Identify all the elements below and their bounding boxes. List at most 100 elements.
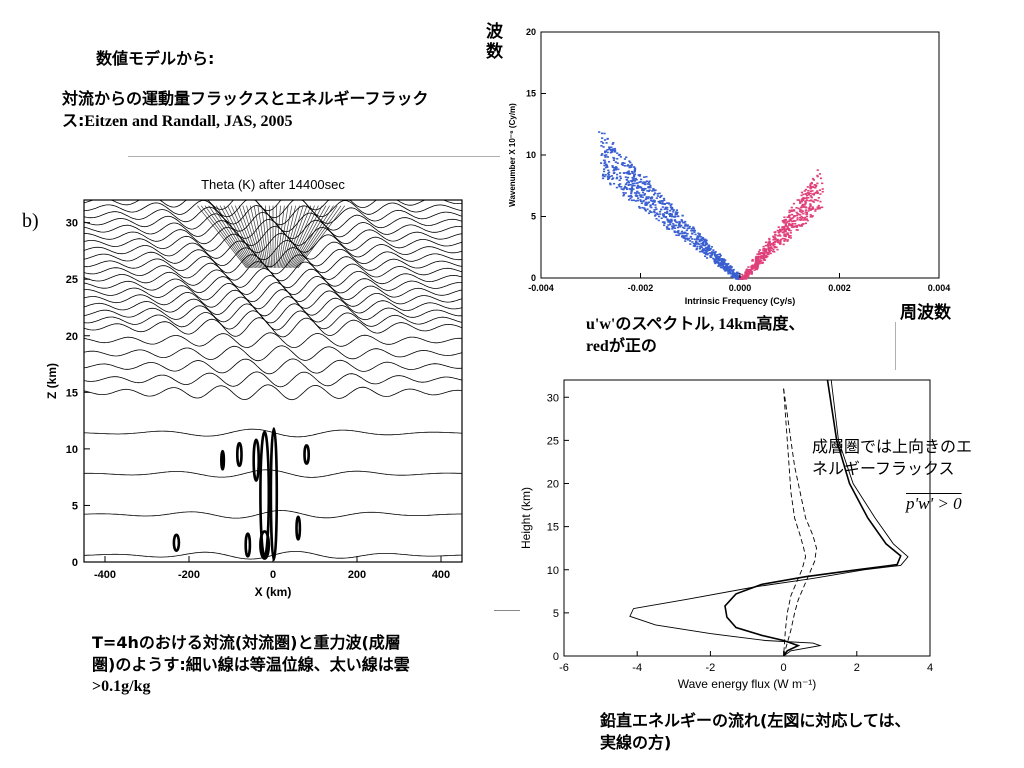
spectrum-point-negative [604, 151, 607, 154]
spectrum-point-negative [624, 183, 628, 185]
spectrum-point-positive [772, 236, 776, 239]
spectrum-point-negative [661, 221, 665, 223]
spectrum-point-positive [803, 197, 806, 200]
spectrum-point-negative [640, 186, 643, 189]
spectrum-point-negative [700, 239, 704, 242]
spectrum-point-negative [639, 199, 642, 201]
spectrum-point-positive [804, 222, 808, 225]
spectrum-point-positive [800, 194, 803, 197]
spectrum-point-positive [814, 199, 817, 201]
spectrum-point-negative [643, 194, 646, 196]
spectrum-point-negative [670, 203, 673, 206]
spectrum-point-negative [673, 219, 676, 221]
spectrum-point-positive [812, 193, 815, 196]
spectrum-point-negative [714, 262, 717, 265]
spectrum-point-negative [689, 235, 693, 238]
spectrum-point-positive [760, 256, 763, 258]
spectrum-point-negative [630, 186, 634, 189]
spectrum-point-negative [653, 200, 656, 202]
spectrum-point-positive [805, 211, 808, 214]
spectrum-point-negative [693, 244, 697, 246]
spectrum-point-negative [729, 265, 732, 267]
spectrum-point-positive [807, 192, 810, 194]
theta-contour-svg: Theta (K) after 14400sec -400 -200 0 200 400 0… [45, 177, 463, 599]
spectrum-point-negative [705, 239, 708, 242]
spectrum-point-positive [795, 207, 798, 209]
spectrum-point-negative [655, 212, 659, 215]
spectrum-point-negative [702, 243, 705, 246]
spectrum-point-negative [661, 203, 664, 205]
theta-cloud-blob [303, 444, 310, 465]
spectrum-point-positive [762, 245, 765, 248]
theta-wave-stroke [287, 205, 315, 269]
spectrum-point-positive [784, 238, 787, 241]
spectrum-point-negative [619, 177, 622, 180]
spectrum-point-positive [809, 203, 812, 205]
spectrum-point-negative [643, 187, 646, 190]
spectrum-point-positive [741, 273, 744, 276]
spectrum-xtick-label: 0.004 [928, 283, 951, 293]
spectrum-point-negative [633, 192, 637, 194]
spectrum-point-positive [802, 199, 805, 202]
spectrum-point-negative [645, 204, 648, 206]
spectrum-point-negative [707, 252, 710, 255]
spectrum-point-positive [810, 215, 814, 218]
spectrum-point-positive [802, 193, 805, 196]
spectrum-point-negative [641, 206, 644, 209]
spectrum-point-positive [789, 223, 792, 226]
spectrum-point-negative [658, 202, 661, 204]
spectrum-point-negative [719, 266, 723, 269]
spectrum-point-negative [730, 275, 733, 278]
spectrum-point-positive [791, 226, 794, 229]
spectrum-point-negative [607, 172, 610, 175]
theta-cloud-blob [244, 532, 252, 558]
spectrum-point-positive [766, 244, 770, 247]
spectrum-point-positive [767, 249, 771, 251]
spectrum-point-positive [756, 253, 759, 256]
spectrum-point-negative [692, 242, 695, 245]
spectrum-point-negative [720, 258, 724, 260]
spectrum-point-negative [630, 163, 633, 166]
spectrum-point-negative [728, 268, 731, 271]
spectrum-point-positive [779, 235, 782, 237]
spectrum-point-negative [652, 202, 655, 205]
theta-caption-line2: 圏)のようす:細い線は等温位線、太い線は雲 [92, 655, 410, 674]
spectrum-point-negative [605, 154, 608, 156]
spectrum-point-positive [805, 194, 809, 197]
spectrum-point-negative [715, 258, 718, 260]
spectrum-point-positive [816, 199, 819, 202]
spectrum-point-positive [763, 249, 766, 252]
spectrum-point-negative [627, 183, 630, 186]
spectrum-point-positive [802, 205, 805, 207]
spectrum-point-negative [660, 194, 663, 197]
spectrum-point-negative [640, 194, 643, 196]
theta-wave-stroke [227, 205, 258, 269]
spectrum-point-negative [670, 206, 673, 209]
spectrum-point-negative [690, 229, 693, 232]
theta-cloud-contours [172, 427, 310, 562]
spectrum-point-negative [643, 182, 646, 185]
energy-ytick-label: 10 [547, 565, 559, 577]
spectrum-point-negative [731, 269, 735, 272]
spectrum-point-positive [806, 186, 809, 188]
spectrum-point-negative [699, 246, 702, 248]
spectrum-point-negative [727, 271, 730, 273]
spectrum-point-negative [603, 175, 606, 178]
spectrum-point-negative [724, 263, 728, 265]
spectrum-point-negative [607, 177, 611, 179]
spectrum-point-negative [738, 276, 741, 279]
spectrum-point-negative [675, 234, 678, 237]
spectrum-point-negative [669, 215, 672, 218]
theta-wave-stroke [289, 205, 323, 269]
spectrum-point-positive [788, 211, 791, 214]
spectrum-point-positive [786, 240, 789, 242]
spectrum-point-positive [781, 228, 784, 231]
spectrum-point-positive [797, 224, 800, 226]
spectrum-point-negative [724, 265, 728, 267]
spectrum-point-negative [716, 259, 719, 261]
spectrum-point-positive [790, 209, 793, 212]
spectrum-point-positive [805, 218, 808, 220]
spectrum-point-negative [702, 238, 706, 241]
spectrum-point-negative [725, 264, 728, 267]
spectrum-point-positive [788, 214, 791, 217]
